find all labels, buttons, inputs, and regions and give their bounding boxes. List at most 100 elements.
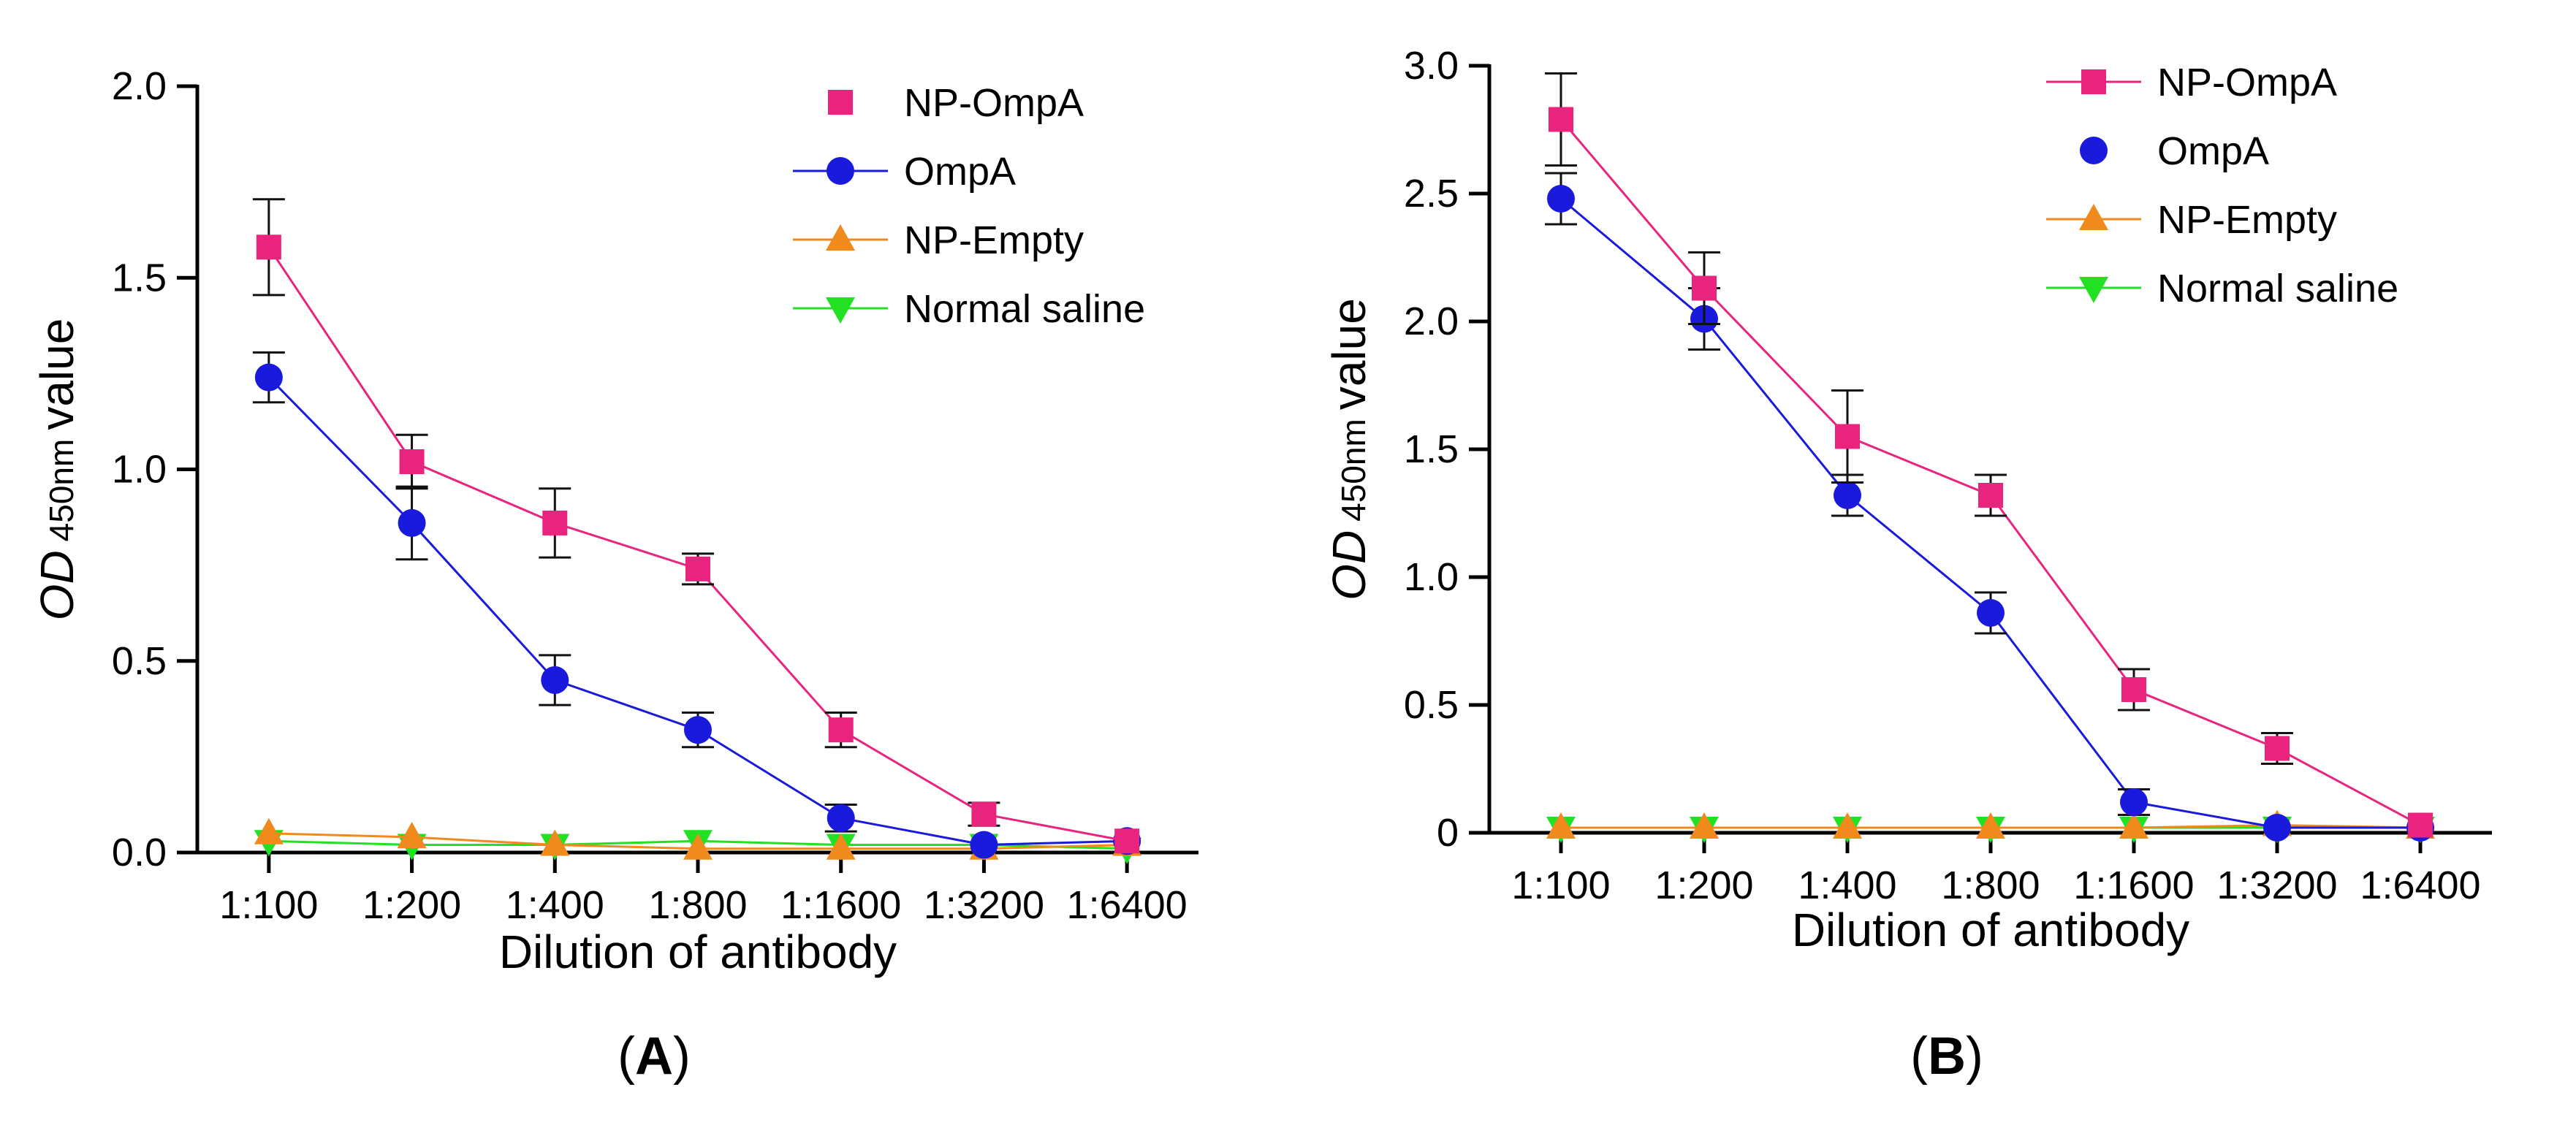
data-point [1546,812,1576,839]
data-point [399,449,425,475]
data-point [540,829,570,856]
data-point [1835,424,1860,449]
y-axis-label-od: OD [1323,530,1375,600]
y-tick-label: 2.5 [1404,172,1459,216]
legend-label: OmpA [2157,129,2269,173]
y-tick-label: 1.5 [1404,427,1459,471]
data-point [542,510,568,535]
x-axis-label: Dilution of antibody [499,926,897,978]
legend-marker [828,90,853,115]
data-point [1549,107,1573,132]
legend-label: NP-Empty [904,218,1084,262]
legend-label: NP-OmpA [2157,61,2337,104]
x-tick-label: 1:800 [648,883,747,927]
data-point [2121,677,2146,702]
x-tick-label: 1:3200 [924,883,1044,927]
x-tick-label: 1:400 [506,883,604,927]
legend-item: Normal saline [793,287,1145,331]
series-ompa [1545,172,2434,842]
chart-panel-a: 0.0 0.5 1.0 1.5 2.0 1:100 1:200 1:400 1:800 1:160… [31,64,1198,1086]
data-point [1547,185,1575,213]
x-tick-label: 1:100 [1511,863,1610,907]
legend-marker [827,157,854,185]
legend-item: Normal saline [2046,267,2398,310]
data-point [827,804,855,832]
data-point [828,717,854,743]
data-point [683,833,713,860]
legend-label: Normal saline [904,287,1145,331]
x-tick-label: 1:200 [362,883,461,927]
x-tick-label: 1:1600 [2073,863,2194,907]
data-point [2265,736,2290,761]
legend-label: NP-OmpA [904,81,1084,125]
y-axis-label: OD 450nm value [1323,298,1375,600]
legend-item: NP-OmpA [2046,61,2337,104]
legend-item: NP-OmpA [828,81,1084,125]
series-np-ompa [252,198,1140,854]
x-tick-label: 1:800 [1941,863,2040,907]
data-point [1976,812,2005,839]
legend-item: NP-Empty [793,218,1084,262]
data-point [685,556,710,581]
x-tick-label: 1:6400 [2360,863,2480,907]
y-tick-label: 1.0 [112,448,167,492]
x-axis-label: Dilution of antibody [1792,904,2189,956]
legend-marker [2079,204,2108,230]
y-tick-label: 2.0 [112,64,167,108]
data-point [541,666,569,694]
series-np-ompa [1545,72,2433,838]
data-point [1834,481,1861,509]
panel-label: (A) [618,1027,691,1086]
x-tick-label: 1:100 [219,883,318,927]
data-point [398,508,426,537]
x-tick-label: 1:400 [1798,863,1896,907]
legend: NP-OmpA OmpA NP-Empty Normal saline [2046,61,2398,310]
data-point [1114,828,1140,854]
y-tick-label: 2.0 [1404,300,1459,343]
data-point [826,833,856,860]
y-axis-label-value: value [1323,298,1375,410]
legend-label: OmpA [904,150,1016,194]
legend-label: NP-Empty [2157,198,2337,242]
data-point [254,363,283,392]
data-point [684,716,712,744]
legend-item: OmpA [793,150,1016,194]
y-tick-label: 0.0 [112,831,167,874]
legend-label: Normal saline [2157,267,2398,310]
y-tick-label: 0.5 [1404,683,1459,727]
data-point [971,801,997,827]
data-point [1978,483,2003,508]
legend-marker [826,224,855,251]
y-axis-label-od: OD [31,550,83,620]
y-tick-label: 0.5 [112,639,167,683]
x-tick-label: 1:1600 [780,883,901,927]
legend: NP-OmpA OmpA NP-Empty Normal saline [793,81,1145,331]
y-axis-label-value: value [31,319,83,430]
series-ompa [252,351,1141,859]
legend-marker [826,297,855,324]
data-point [2119,812,2148,839]
legend-marker [2080,137,2108,164]
y-tick-label: 1.0 [1404,555,1459,599]
data-point [2120,788,2148,816]
data-point [2263,814,2291,842]
x-tick-label: 1:200 [1654,863,1753,907]
y-tick-label: 1.5 [112,256,167,300]
legend-marker [2081,69,2106,94]
y-axis-label-subscript: 450nm [1334,419,1372,522]
x-tick-label: 1:6400 [1067,883,1188,927]
y-axis-label: OD 450nm value [31,319,83,621]
y-axis-label-subscript: 450nm [42,439,80,542]
data-point [397,822,427,849]
legend-marker [2079,277,2108,303]
data-point [254,817,284,844]
panel-label: (B) [1910,1027,1983,1086]
legend-item: NP-Empty [2046,198,2337,242]
data-point [256,234,281,260]
legend-item: OmpA [2080,129,2269,173]
data-point [1690,812,1719,839]
y-tick-label: 0 [1437,811,1459,855]
data-point [970,831,998,859]
chart-panel-b: 0 0.5 1.0 1.5 2.0 2.5 3.0 1:100 1:200 1:400 1:800 1… [1323,44,2492,1086]
